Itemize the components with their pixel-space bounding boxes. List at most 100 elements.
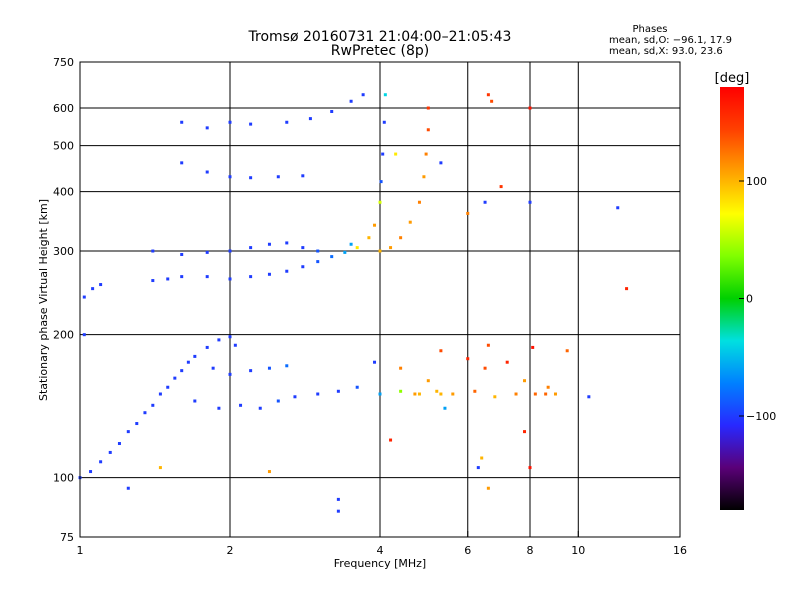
x-tick-label: 8 xyxy=(527,544,534,557)
data-point xyxy=(343,250,347,254)
data-point xyxy=(228,335,232,339)
data-point xyxy=(336,497,340,501)
data-point xyxy=(117,442,121,446)
data-point xyxy=(528,106,532,110)
data-point xyxy=(443,406,447,410)
y-tick-label: 200 xyxy=(53,329,74,342)
data-point xyxy=(389,246,393,250)
data-point xyxy=(587,395,591,399)
data-point xyxy=(135,422,139,426)
x-tick-label: 6 xyxy=(464,544,471,557)
data-point xyxy=(480,456,484,460)
data-point xyxy=(373,360,377,364)
data-point xyxy=(316,392,320,396)
data-point xyxy=(439,392,443,396)
data-point xyxy=(399,389,403,393)
chart-title: Tromsø 20160731 21:04:00–21:05:43 xyxy=(248,29,512,45)
x-tick-label: 10 xyxy=(571,544,585,557)
data-point xyxy=(316,249,320,253)
data-point xyxy=(267,272,271,276)
chart-subtitle: RwPretec (8p) xyxy=(331,43,429,59)
data-point xyxy=(82,333,86,337)
data-point xyxy=(417,392,421,396)
data-point xyxy=(308,117,312,121)
data-point xyxy=(546,385,550,389)
data-point xyxy=(439,161,443,165)
data-point xyxy=(205,250,209,254)
data-point xyxy=(211,366,215,370)
data-point xyxy=(180,161,184,165)
data-point xyxy=(476,466,480,470)
data-point xyxy=(158,466,162,470)
data-point xyxy=(217,406,221,410)
data-point xyxy=(249,369,253,373)
colorbar-unit: [deg] xyxy=(715,71,750,86)
y-tick-label: 500 xyxy=(53,140,74,153)
data-point xyxy=(486,343,490,347)
data-point xyxy=(151,403,155,407)
phases-heading: Phases xyxy=(632,24,667,35)
data-point xyxy=(413,392,417,396)
x-tick-label: 4 xyxy=(377,544,384,557)
data-point xyxy=(158,392,162,396)
data-point xyxy=(383,93,387,97)
data-point xyxy=(293,395,297,399)
data-point xyxy=(336,389,340,393)
data-point xyxy=(285,120,289,124)
data-point xyxy=(217,338,221,342)
data-point xyxy=(361,93,365,97)
data-point xyxy=(249,176,253,180)
colorbar-ticks: 100 0 −100 xyxy=(739,175,776,423)
data-point xyxy=(205,170,209,174)
data-point xyxy=(493,395,497,399)
data-points xyxy=(78,93,629,513)
data-point xyxy=(205,275,209,279)
x-tick-label: 2 xyxy=(227,544,234,557)
data-point xyxy=(180,369,184,373)
data-point xyxy=(316,260,320,264)
data-point xyxy=(483,366,487,370)
data-point xyxy=(466,211,470,215)
x-tick-label: 1 xyxy=(77,544,84,557)
data-point xyxy=(355,246,359,250)
data-point xyxy=(166,277,170,281)
data-point xyxy=(330,255,334,259)
data-point xyxy=(126,430,130,434)
data-point xyxy=(505,360,509,364)
data-point xyxy=(355,385,359,389)
phases-mean-x: mean, sd,X: 93.0, 23.6 xyxy=(609,46,723,57)
data-point xyxy=(349,242,353,246)
grid-lines xyxy=(80,62,680,537)
data-point xyxy=(544,392,548,396)
data-point xyxy=(267,470,271,474)
data-point xyxy=(99,283,103,287)
data-point xyxy=(514,392,518,396)
data-point xyxy=(451,392,455,396)
data-point xyxy=(426,128,430,132)
data-point xyxy=(301,246,305,250)
data-point xyxy=(239,403,243,407)
y-tick-label: 75 xyxy=(60,531,74,544)
x-tick-label: 16 xyxy=(673,544,687,557)
data-point xyxy=(439,349,443,353)
data-point xyxy=(528,466,532,470)
data-point xyxy=(180,252,184,256)
data-point xyxy=(180,275,184,279)
data-point xyxy=(143,411,147,415)
y-axis-label: Stationary phase Virtual Height [km] xyxy=(37,199,50,401)
data-point xyxy=(565,349,569,353)
data-point xyxy=(373,223,377,227)
x-axis-label: Frequency [MHz] xyxy=(334,557,426,570)
data-point xyxy=(523,379,527,383)
y-tick-label: 600 xyxy=(53,102,74,115)
data-point xyxy=(228,277,232,281)
data-point xyxy=(285,269,289,273)
data-point xyxy=(193,354,197,358)
data-point xyxy=(205,345,209,349)
data-point xyxy=(151,279,155,283)
data-point xyxy=(99,460,103,464)
data-point xyxy=(267,242,271,246)
data-point xyxy=(424,152,428,156)
data-point xyxy=(330,109,334,113)
y-tick-label: 400 xyxy=(53,186,74,199)
